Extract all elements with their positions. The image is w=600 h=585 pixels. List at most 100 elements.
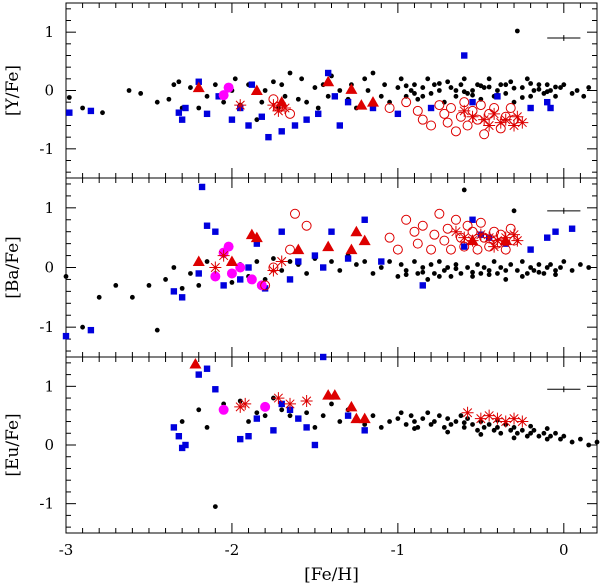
data-point <box>329 259 334 264</box>
y-tick-label: -1 <box>39 140 54 158</box>
series-triangle <box>189 358 371 424</box>
x-tick-label: -2 <box>225 541 240 559</box>
data-point <box>516 415 529 428</box>
data-point <box>163 277 168 282</box>
data-point <box>289 208 300 219</box>
data-point <box>578 262 583 267</box>
data-point <box>458 82 464 88</box>
data-point <box>448 422 454 427</box>
y-tick-label: 1 <box>44 23 54 41</box>
data-point <box>358 234 371 246</box>
data-point <box>467 105 478 116</box>
data-point <box>491 427 497 433</box>
data-point <box>412 105 423 116</box>
data-point <box>558 265 563 270</box>
data-point <box>398 262 404 267</box>
data-point <box>553 93 558 99</box>
data-point <box>394 110 402 118</box>
data-point <box>495 88 500 93</box>
data-point <box>395 274 401 279</box>
data-point <box>428 262 434 267</box>
data-point <box>384 103 395 113</box>
data-point <box>246 419 251 424</box>
data-point <box>262 88 268 93</box>
error-bar <box>547 386 581 393</box>
data-point <box>66 95 72 100</box>
data-point <box>175 433 183 440</box>
data-point <box>129 294 135 300</box>
data-point <box>113 283 119 288</box>
data-point <box>489 103 500 113</box>
data-point <box>470 92 475 98</box>
data-point <box>500 244 511 255</box>
data-point <box>245 122 252 129</box>
data-point <box>445 416 451 421</box>
data-point <box>271 256 276 261</box>
data-point <box>96 294 102 300</box>
data-point <box>469 98 476 106</box>
data-point <box>226 268 237 279</box>
series-star <box>234 392 529 428</box>
data-point <box>209 261 222 274</box>
data-point <box>586 442 592 448</box>
data-point <box>284 397 297 410</box>
series-triangle <box>192 75 379 110</box>
data-point <box>282 93 288 99</box>
data-point <box>450 214 461 225</box>
data-point <box>365 88 371 93</box>
data-point <box>138 91 144 96</box>
data-point <box>196 283 202 288</box>
data-point <box>229 280 235 285</box>
data-point <box>170 288 178 295</box>
data-point <box>203 110 211 118</box>
data-point <box>401 214 412 225</box>
data-point <box>378 425 384 430</box>
data-point <box>324 69 332 77</box>
data-point <box>299 76 305 82</box>
data-point <box>467 226 478 237</box>
data-point <box>503 277 509 282</box>
y-tick-label: 1 <box>44 199 54 217</box>
data-point <box>250 231 263 243</box>
data-point <box>154 327 160 333</box>
data-point <box>479 232 490 243</box>
data-point <box>178 294 186 301</box>
error-bar <box>547 35 581 41</box>
data-point <box>544 82 550 88</box>
data-point <box>436 274 442 279</box>
data-point <box>403 422 409 427</box>
data-point <box>234 400 247 413</box>
data-point <box>320 413 326 419</box>
data-point <box>254 259 260 264</box>
data-point <box>519 259 525 264</box>
data-point <box>527 104 534 112</box>
data-point <box>514 268 520 273</box>
data-point <box>478 83 484 89</box>
data-point <box>126 88 132 93</box>
data-point <box>303 116 310 123</box>
data-point <box>508 228 521 241</box>
data-point <box>508 79 514 85</box>
data-point <box>245 264 252 271</box>
data-point <box>171 265 177 270</box>
data-point <box>524 433 530 439</box>
data-point <box>301 220 312 231</box>
data-point <box>503 82 509 88</box>
data-point <box>461 52 468 59</box>
data-point <box>466 234 479 247</box>
data-point <box>429 229 440 240</box>
data-point <box>499 113 512 126</box>
data-point <box>494 93 501 100</box>
data-point <box>355 99 368 110</box>
data-point <box>287 70 293 76</box>
y-tick-label: -1 <box>39 495 54 513</box>
data-point <box>267 99 280 112</box>
data-point <box>234 99 247 112</box>
data-point <box>254 117 260 123</box>
data-point <box>431 271 437 276</box>
data-point <box>561 259 567 264</box>
data-point <box>315 105 321 111</box>
data-point <box>536 262 542 267</box>
data-point <box>278 128 285 135</box>
data-point <box>285 108 296 119</box>
